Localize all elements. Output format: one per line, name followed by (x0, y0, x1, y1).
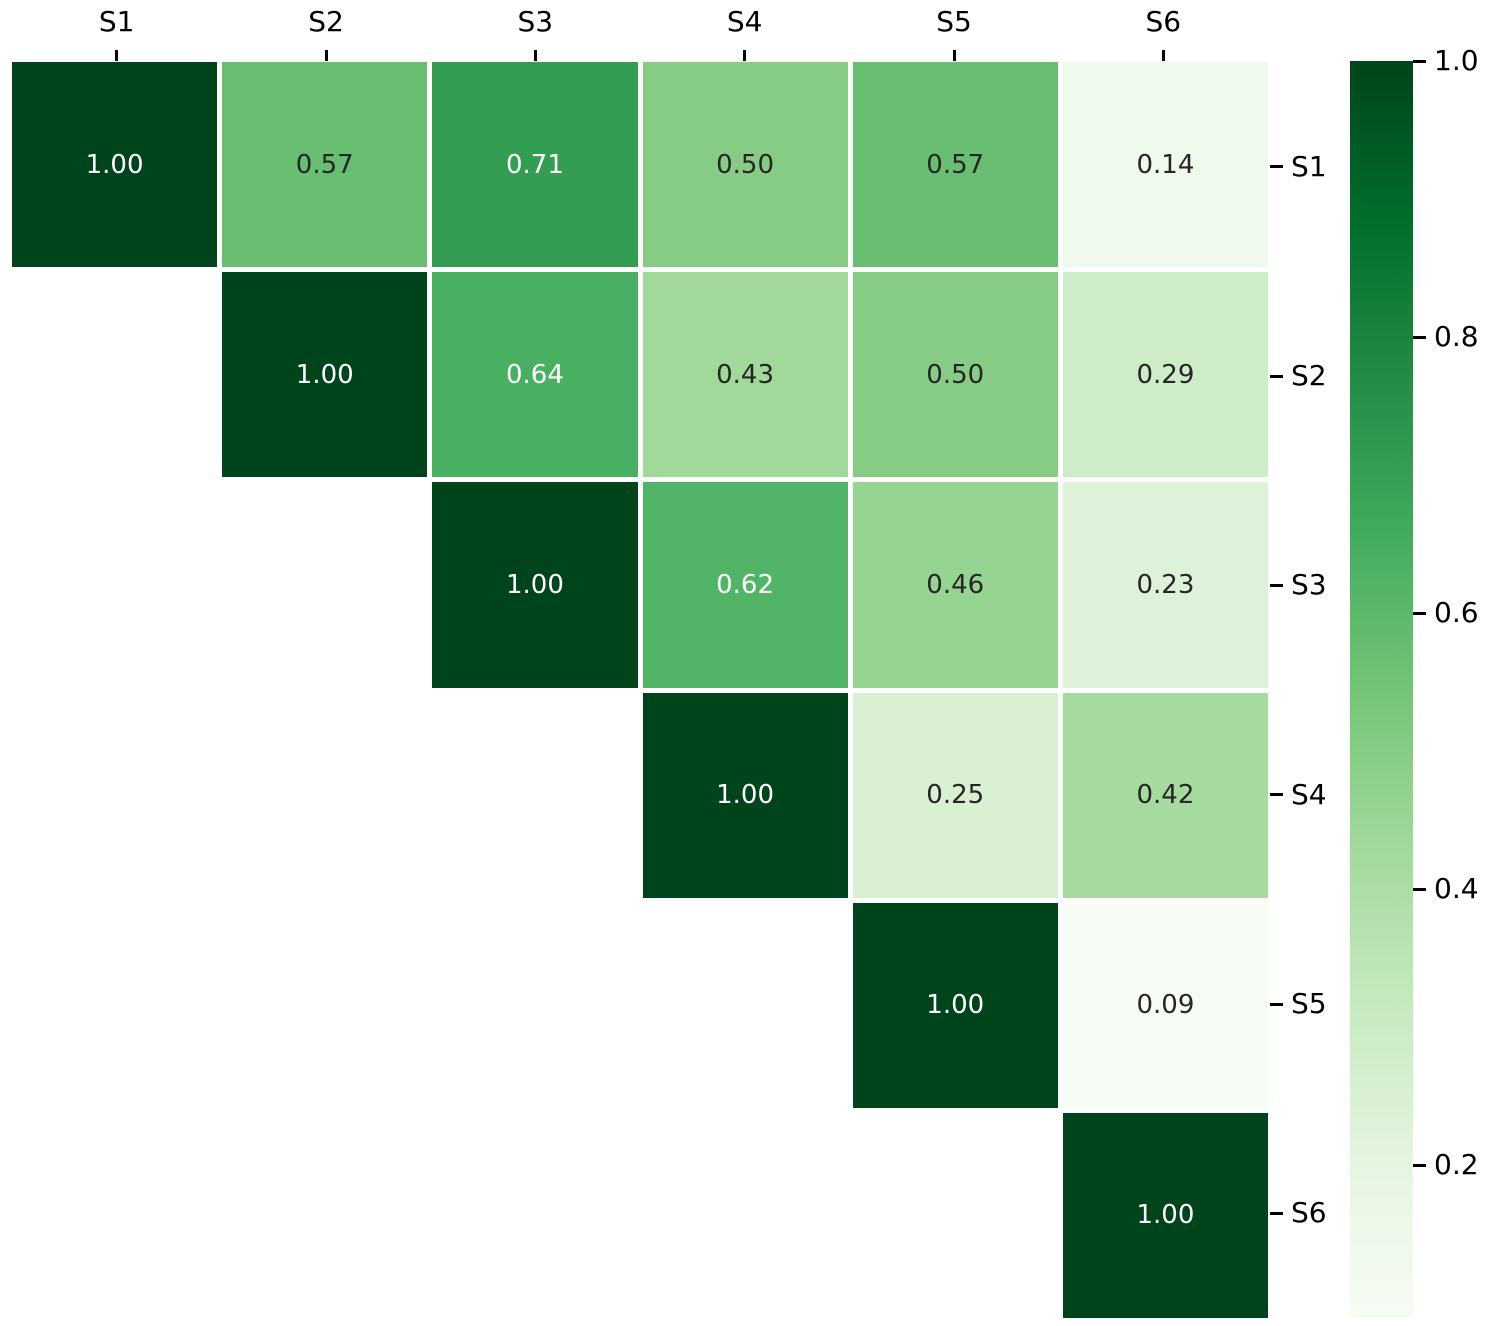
cell-value: 0.50 (716, 149, 775, 180)
x-tick-label-S5: S5 (936, 5, 972, 38)
cell-value: 1.00 (716, 780, 775, 811)
y-tick-label-S1: S1 (1291, 149, 1327, 183)
cell-value: 0.46 (926, 569, 985, 600)
heatmap-cell-S2-S3: 0.64 (432, 272, 638, 478)
y-tick-mark (1270, 1211, 1283, 1215)
x-tick-label-S6: S6 (1145, 5, 1182, 38)
y-tick-label-S3: S3 (1291, 568, 1327, 602)
cell-value: 0.29 (1136, 359, 1195, 390)
cell-value: 0.14 (1136, 149, 1195, 180)
heatmap-cell-S2-S6: 0.29 (1062, 272, 1268, 478)
colorbar-tick-label-0.4: 0.4 (1434, 872, 1479, 906)
x-tick-label-S2: S2 (308, 5, 344, 38)
heatmap-cell-empty (222, 693, 427, 898)
colorbar-tick-label-1.0: 1.0 (1434, 44, 1479, 77)
colorbar (1350, 61, 1413, 1317)
heatmap-cell-empty (432, 693, 637, 898)
heatmap-cell-empty (432, 1113, 637, 1318)
cell-value: 0.23 (1136, 569, 1195, 600)
colorbar-tick-mark (1413, 335, 1426, 339)
x-tick-label-S4: S4 (726, 5, 763, 38)
heatmap-cell-empty (12, 272, 217, 477)
heatmap-cell-S4-S4: 1.00 (642, 692, 848, 898)
cell-value: 1.00 (295, 359, 354, 390)
heatmap-cell-S1-S3: 0.71 (432, 62, 638, 268)
colorbar-tick-mark (1413, 59, 1426, 63)
colorbar-tick-label-0.8: 0.8 (1434, 320, 1479, 354)
cell-value: 1.00 (1136, 1200, 1195, 1231)
heatmap-cell-S2-S5: 0.50 (852, 272, 1058, 478)
colorbar-tick-label-0.6: 0.6 (1434, 596, 1479, 630)
heatmap-cell-S4-S6: 0.42 (1062, 692, 1268, 898)
heatmap-cell-S3-S3: 1.00 (432, 482, 638, 688)
heatmap-cell-empty (12, 1113, 217, 1318)
y-tick-mark (1270, 165, 1283, 169)
cell-value: 0.71 (505, 149, 564, 180)
heatmap-cell-S2-S2: 1.00 (222, 272, 428, 478)
colorbar-tick-mark (1413, 611, 1426, 615)
heatmap-cell-S5-S6: 0.09 (1062, 902, 1268, 1108)
cell-value: 0.25 (926, 780, 985, 811)
cell-value: 1.00 (926, 990, 985, 1021)
y-tick-mark (1270, 1002, 1283, 1006)
y-tick-mark (1270, 583, 1283, 587)
colorbar-tick-mark (1413, 1163, 1426, 1167)
heatmap-cell-empty (222, 482, 427, 687)
y-tick-label-S6: S6 (1291, 1196, 1327, 1230)
heatmap-cell-empty (12, 903, 217, 1108)
heatmap-cell-S1-S4: 0.50 (642, 62, 848, 268)
y-tick-mark (1270, 374, 1283, 378)
x-tick-mark (324, 50, 328, 61)
cell-value: 0.62 (716, 569, 775, 600)
heatmap-grid: 1.00 0.57 0.71 0.50 0.57 0.14 1.00 0.64 0.43 0.50… (12, 62, 1268, 1318)
heatmap-cell-empty (432, 903, 637, 1108)
cell-value: 0.43 (716, 359, 775, 390)
x-tick-label-S3: S3 (517, 5, 554, 38)
heatmap-cell-empty (12, 693, 217, 898)
cell-value: 0.57 (295, 149, 354, 180)
colorbar-tick-label-0.2: 0.2 (1434, 1148, 1479, 1182)
heatmap-cell-empty (853, 1113, 1058, 1318)
cell-value: 0.57 (926, 149, 985, 180)
cell-value: 0.09 (1136, 990, 1195, 1021)
heatmap-cell-S3-S5: 0.46 (852, 482, 1058, 688)
heatmap-cell-S2-S4: 0.43 (642, 272, 848, 478)
y-tick-label-S4: S4 (1291, 777, 1327, 811)
y-tick-label-S5: S5 (1291, 987, 1327, 1020)
cell-value: 0.42 (1136, 780, 1195, 811)
cell-value: 1.00 (85, 149, 144, 180)
heatmap-cell-empty (222, 1113, 427, 1318)
heatmap-cell-S5-S5: 1.00 (852, 902, 1058, 1108)
heatmap-cell-empty (643, 903, 848, 1108)
y-tick-mark (1270, 793, 1283, 797)
heatmap-cell-empty (12, 482, 217, 687)
heatmap-cell-S6-S6: 1.00 (1062, 1112, 1268, 1318)
colorbar-tick-mark (1413, 887, 1426, 891)
x-tick-mark (533, 50, 537, 61)
cell-value: 1.00 (505, 569, 564, 600)
cell-value: 0.64 (505, 359, 564, 390)
heatmap-cell-S1-S2: 0.57 (222, 62, 428, 268)
heatmap-cell-S3-S4: 0.62 (642, 482, 848, 688)
heatmap-cell-empty (222, 903, 427, 1108)
x-tick-mark (1161, 50, 1165, 61)
heatmap-cell-empty (643, 1113, 848, 1318)
x-tick-mark (115, 50, 119, 61)
heatmap-cell-S1-S5: 0.57 (852, 62, 1058, 268)
x-tick-mark (743, 50, 747, 61)
y-tick-label-S2: S2 (1291, 359, 1327, 392)
heatmap-cell-S4-S5: 0.25 (852, 692, 1058, 898)
heatmap-cell-S1-S1: 1.00 (12, 62, 218, 268)
cell-value: 0.50 (926, 359, 985, 390)
x-tick-label-S1: S1 (98, 5, 135, 38)
x-tick-mark (952, 50, 956, 61)
heatmap-cell-S3-S6: 0.23 (1062, 482, 1268, 688)
heatmap-cell-S1-S6: 0.14 (1062, 62, 1268, 268)
